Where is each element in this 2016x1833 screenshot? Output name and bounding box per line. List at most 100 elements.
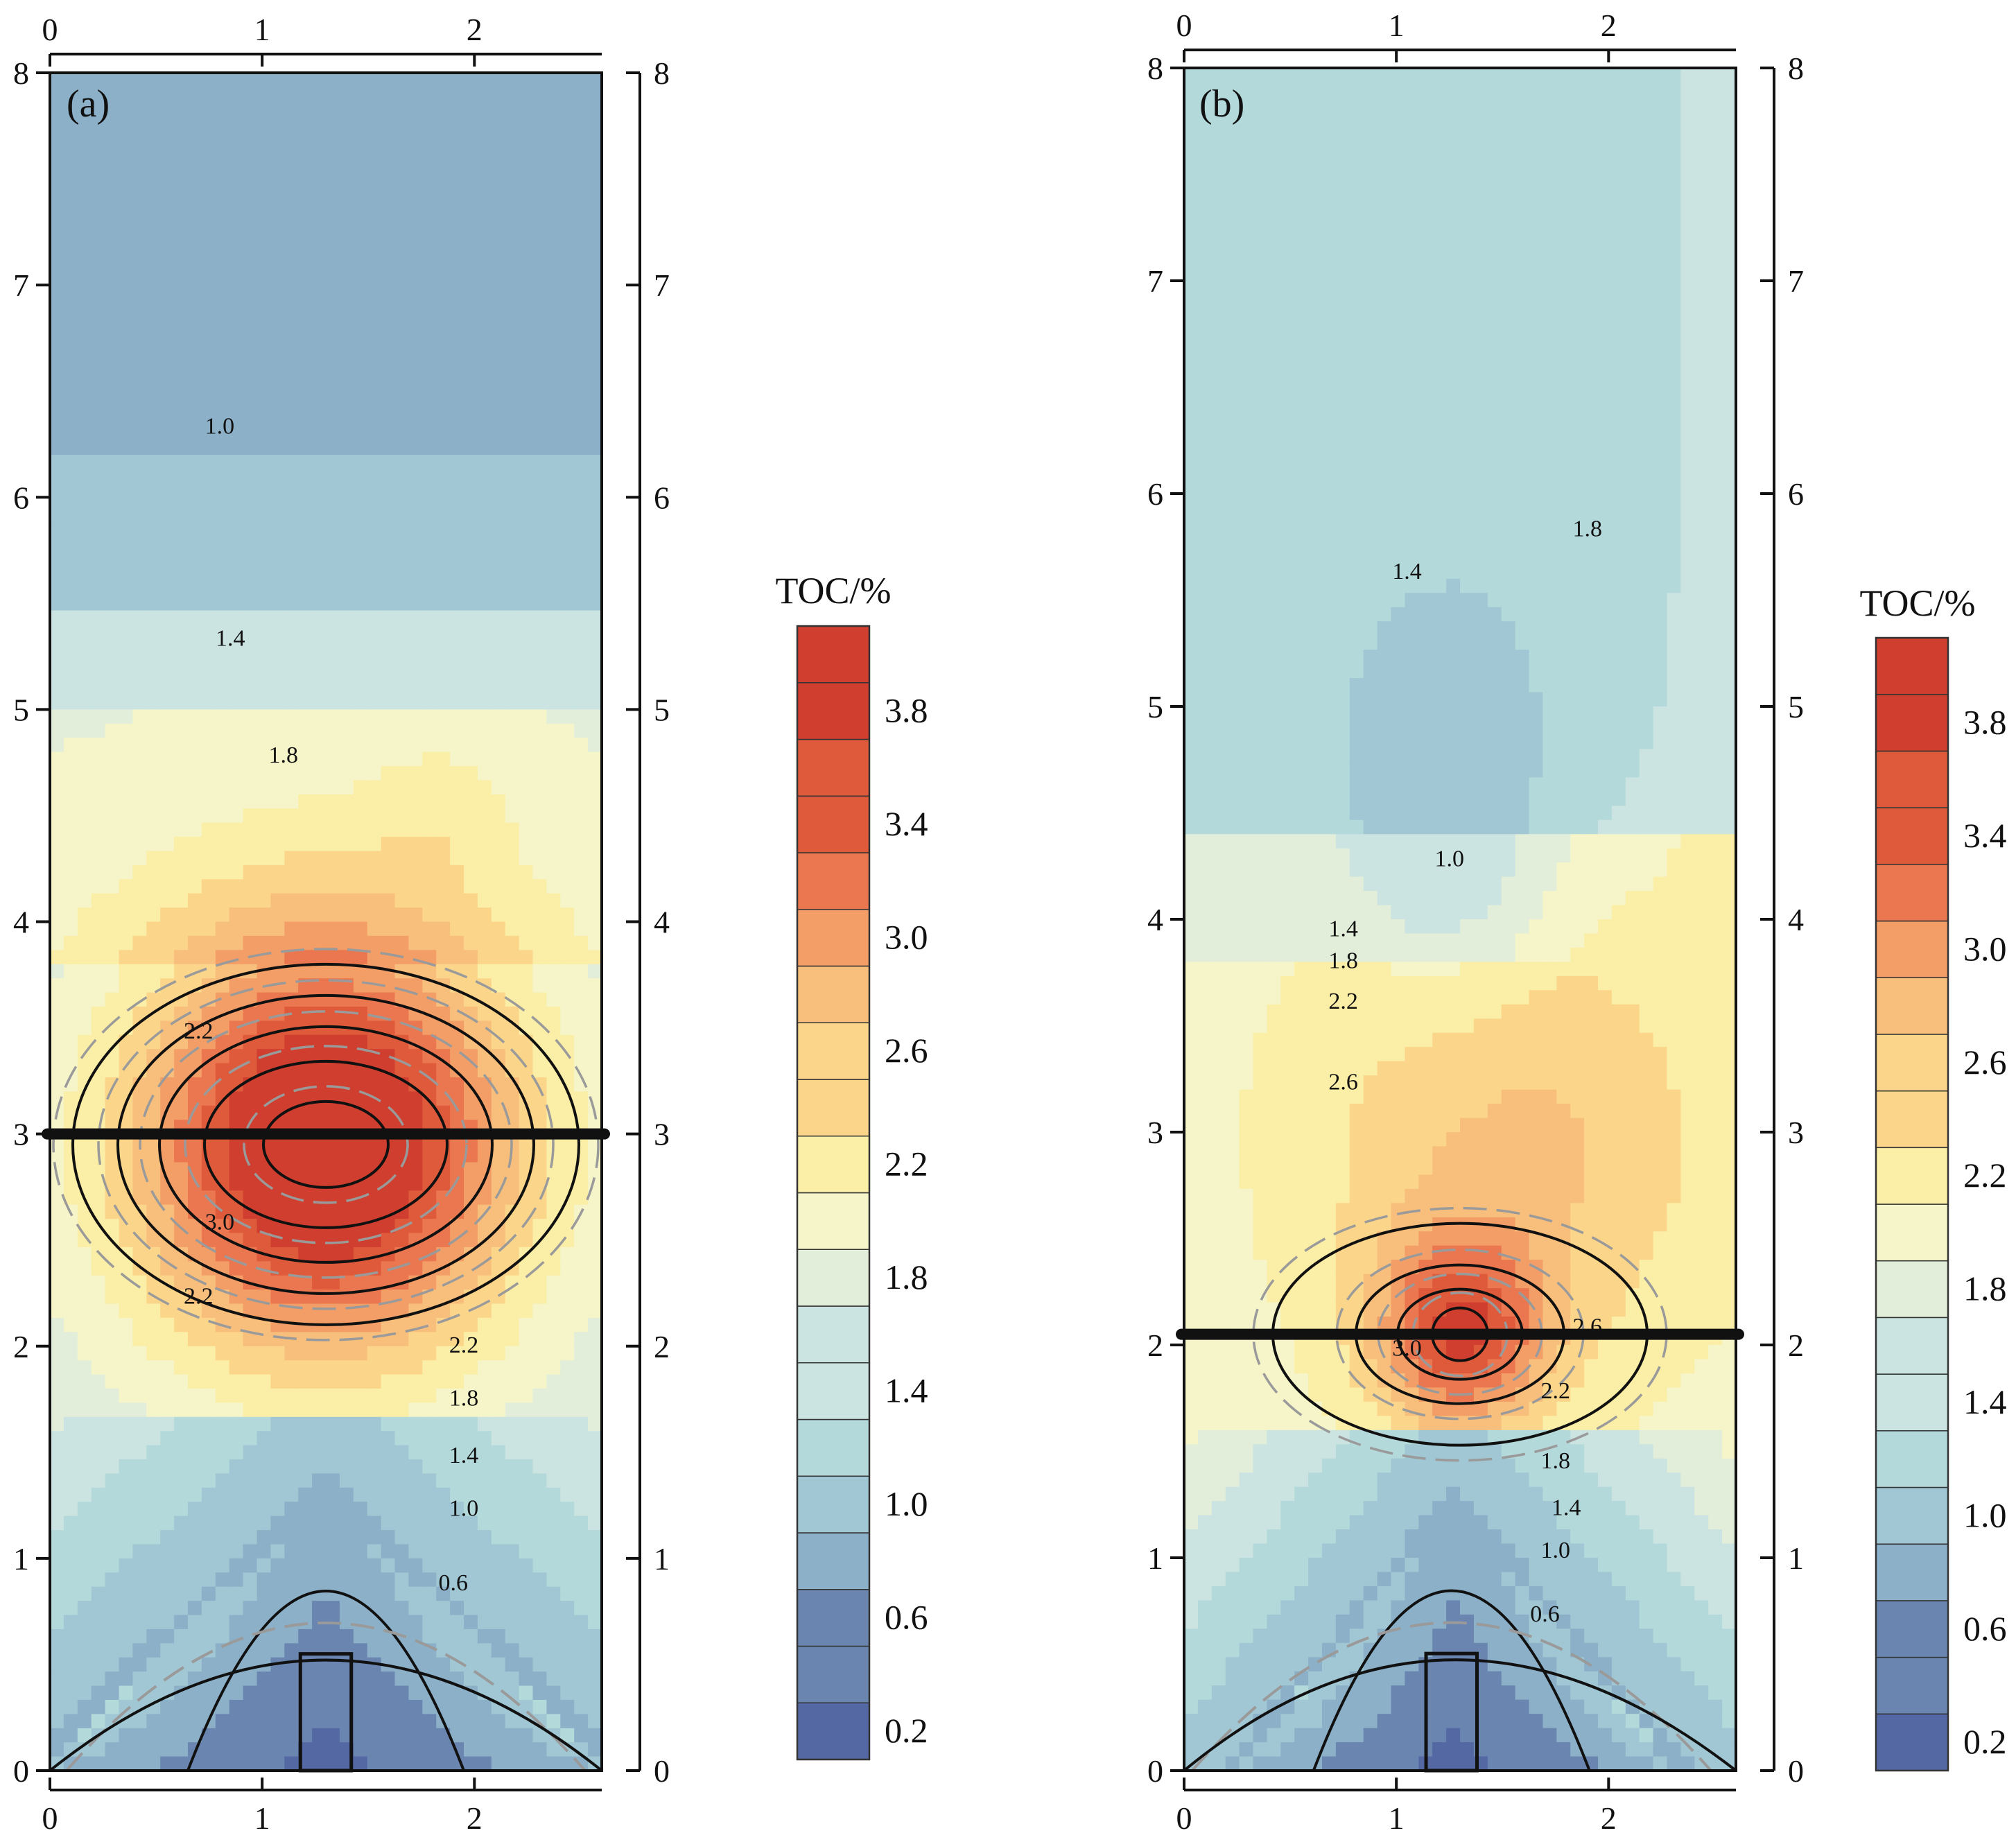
heat-cell [422,1459,437,1475]
heat-cell [257,907,271,923]
heat-cell [50,1233,64,1248]
heat-cell [63,200,78,215]
heat-cell [505,950,520,965]
heat-cell [160,1728,175,1743]
heat-cell [298,851,313,866]
heat-cell [270,1034,285,1050]
heat-cell [532,1586,547,1601]
heat-cell [91,228,106,243]
heat-cell [422,1374,437,1389]
heat-cell [560,242,575,257]
heat-cell [215,1148,230,1163]
heat-cell [174,370,189,385]
heat-cell [119,978,133,993]
heat-cell [588,469,602,484]
heat-cell [215,865,230,880]
heat-cell [284,87,299,102]
heat-cell [270,921,285,937]
heat-cell [215,214,230,229]
heat-cell [243,652,258,668]
heat-cell [119,879,133,894]
heat-cell [464,752,478,767]
heat-cell [63,1530,78,1545]
heat-cell [201,144,216,159]
heat-cell [63,1360,78,1375]
heat-cell [450,1204,464,1219]
heat-cell [464,738,478,753]
heat-cell [422,412,437,427]
heat-cell [132,1431,147,1446]
heat-cell [50,610,64,625]
heat-cell [188,186,202,201]
heat-cell [381,935,396,950]
heat-cell [312,327,327,342]
heat-cell [408,299,423,314]
heat-cell [560,992,575,1007]
y-tick-label-left: 2 [13,1329,29,1364]
heat-cell [243,1601,258,1616]
heat-cell [381,1558,396,1573]
heat-cell [436,1530,451,1545]
heat-cell [353,596,368,611]
heat-cell [119,1459,133,1475]
heat-cell [174,1431,189,1446]
y-tick-label-right: 8 [654,55,670,91]
heat-cell [50,808,64,824]
heat-cell [450,469,464,484]
heat-cell [1184,1104,1199,1119]
heat-cell [312,1049,327,1064]
heat-cell [519,455,534,470]
heat-cell [353,1204,368,1219]
heat-cell [574,214,589,229]
heat-cell [105,383,120,399]
heat-cell [546,1714,561,1729]
heat-cell [560,709,575,724]
heat-cell [229,992,244,1007]
heat-cell [201,1487,216,1502]
heat-cell [491,1105,506,1120]
heat-cell [119,1261,133,1276]
heat-cell [491,1190,506,1206]
heat-cell [270,1204,285,1219]
heat-cell [505,794,520,809]
heat-cell [491,1699,506,1714]
heat-cell [160,780,175,795]
heat-cell [477,1530,492,1545]
heat-cell [201,553,216,568]
heat-cell [284,822,299,837]
heat-cell [408,1628,423,1644]
heat-cell [464,1558,478,1573]
heat-cell [408,610,423,625]
heat-cell [339,752,354,767]
heat-cell [1184,550,1199,565]
heat-cell [367,1643,382,1658]
heat-cell [284,1714,299,1729]
heat-cell [312,1006,327,1021]
heat-cell [353,752,368,767]
heat-cell [1184,777,1199,792]
heat-cell [174,766,189,781]
heat-cell [326,356,340,371]
heat-cell [160,469,175,484]
heat-cell [63,1502,78,1517]
heat-cell [1184,876,1199,892]
heat-cell [394,257,409,272]
heat-cell [50,1473,64,1488]
heat-cell [243,1487,258,1502]
heat-cell [160,568,175,583]
heat-cell [229,1643,244,1658]
heat-cell [50,1502,64,1517]
heat-cell [63,709,78,724]
heat-cell [450,87,464,102]
heat-cell [353,1558,368,1573]
heat-cell [91,1176,106,1191]
heat-cell [519,1275,534,1290]
heat-cell [174,285,189,300]
heat-cell [1184,621,1199,636]
heat-cell [574,200,589,215]
heat-cell [243,738,258,753]
heat-cell [505,1346,520,1361]
heat-cell [477,1063,492,1078]
heat-cell [188,144,202,159]
heat-cell [298,893,313,908]
